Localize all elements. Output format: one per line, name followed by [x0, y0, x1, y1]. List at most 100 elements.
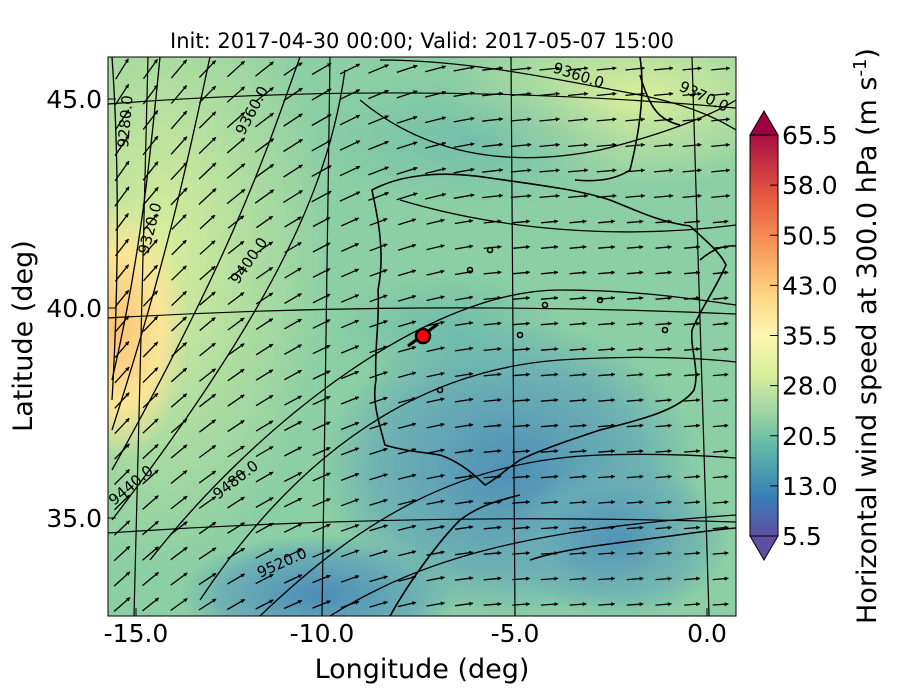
wind-arrow [284, 293, 302, 304]
wind-arrow [171, 265, 187, 281]
wind-arrow [596, 193, 617, 199]
wind-arrow [397, 524, 417, 531]
wind-arrow [510, 142, 532, 148]
wind-arrow [255, 573, 274, 585]
x-tick-label: -5.0 [491, 619, 540, 648]
wind-arrow [369, 371, 388, 379]
wind-arrow [142, 546, 159, 561]
wind-arrow [255, 497, 274, 508]
wind-arrow [312, 370, 331, 380]
wind-arrow [684, 576, 701, 581]
wind-arrow [712, 423, 729, 428]
wind-arrow [283, 497, 303, 508]
wind-arrow [283, 599, 303, 610]
wind-arrow [482, 91, 504, 97]
y-axis: 45.0 40.0 35.0 Latitude (deg) [8, 85, 116, 533]
wind-arrow [453, 167, 475, 174]
wind-arrow [655, 245, 672, 250]
wind-arrow [655, 551, 672, 556]
plot-frame [107, 56, 737, 617]
wind-arrow [114, 109, 130, 131]
wind-arrow [626, 525, 644, 530]
wind-arrow [626, 474, 644, 479]
wind-arrow [170, 597, 188, 612]
wind-arrow [340, 396, 360, 405]
wind-arrow [540, 219, 559, 224]
wind-arrow [114, 315, 130, 333]
wind-arrow [397, 499, 417, 506]
wind-arrow [454, 321, 474, 327]
wind-arrow [142, 110, 159, 130]
wind-arrow [369, 422, 388, 430]
wind-arrow [712, 398, 729, 403]
wind-arrow [512, 449, 531, 454]
wind-arrow [569, 270, 587, 275]
colorbar-tick-label: 28.0 [782, 372, 838, 401]
wind-arrow [684, 500, 701, 505]
wind-arrow [396, 166, 418, 175]
colorbar-label-exponent: -1 [850, 59, 871, 77]
wind-arrow [226, 111, 246, 129]
wind-arrow [143, 213, 158, 231]
wind-arrow [626, 296, 644, 301]
wind-arrow [598, 296, 616, 301]
wind-arrow [684, 525, 701, 530]
wind-arrow [512, 525, 531, 530]
wind-arrow [711, 168, 731, 173]
wind-arrow [369, 269, 388, 277]
wind-arrow [369, 524, 388, 532]
x-tick-label: -10.0 [290, 619, 355, 648]
wind-arrow [397, 346, 417, 353]
wind-arrow [170, 572, 188, 586]
wind-arrow [682, 142, 702, 148]
colorbar-tick-label: 35.5 [782, 322, 838, 351]
colorbar-label-end: ) [852, 48, 883, 59]
wind-arrow [339, 140, 361, 151]
wind-arrow [684, 347, 701, 352]
wind-arrow [510, 117, 532, 122]
wind-arrow [512, 270, 531, 275]
wind-arrow [569, 551, 587, 556]
wind-arrow [482, 142, 504, 148]
wind-arrow [340, 447, 360, 456]
wind-arrow [142, 186, 159, 207]
wind-arrow [255, 241, 274, 254]
wind-arrow [397, 550, 417, 557]
wind-arrow [255, 445, 274, 458]
wind-arrow [483, 321, 502, 326]
wind-arrow [369, 600, 388, 608]
wind-arrow [483, 397, 502, 403]
wind-arrow [284, 420, 303, 432]
wind-arrow [426, 575, 445, 582]
wind-arrow [170, 418, 188, 434]
wind-arrow [396, 192, 418, 201]
wind-arrow [569, 449, 587, 454]
wind-arrow [483, 550, 502, 556]
wind-arrow [655, 321, 672, 326]
wind-arrow [655, 398, 672, 403]
wind-arrow [171, 214, 187, 230]
wind-arrow [684, 602, 701, 607]
wind-arrow [453, 65, 475, 72]
wind-arrow [483, 270, 502, 275]
wind-arrow [598, 602, 616, 607]
wind-arrow [170, 136, 188, 155]
wind-arrow [284, 216, 302, 228]
wind-arrow [114, 160, 130, 182]
wind-arrow [454, 397, 474, 403]
wind-arrow [569, 500, 587, 505]
wind-arrow [626, 219, 644, 224]
y-axis-label: Latitude (deg) [8, 240, 39, 432]
wind-arrow [339, 89, 361, 100]
wind-arrow [455, 601, 474, 607]
wind-arrow [684, 398, 701, 403]
wind-arrow [369, 396, 388, 405]
wind-arrow [568, 142, 589, 148]
wind-arrow [397, 422, 417, 430]
wind-arrow [227, 394, 245, 407]
wind-arrow [369, 243, 388, 252]
wind-arrow [684, 245, 701, 250]
wind-arrow [142, 58, 159, 80]
wind-arrow [653, 117, 674, 122]
wind-arrow [684, 449, 701, 454]
